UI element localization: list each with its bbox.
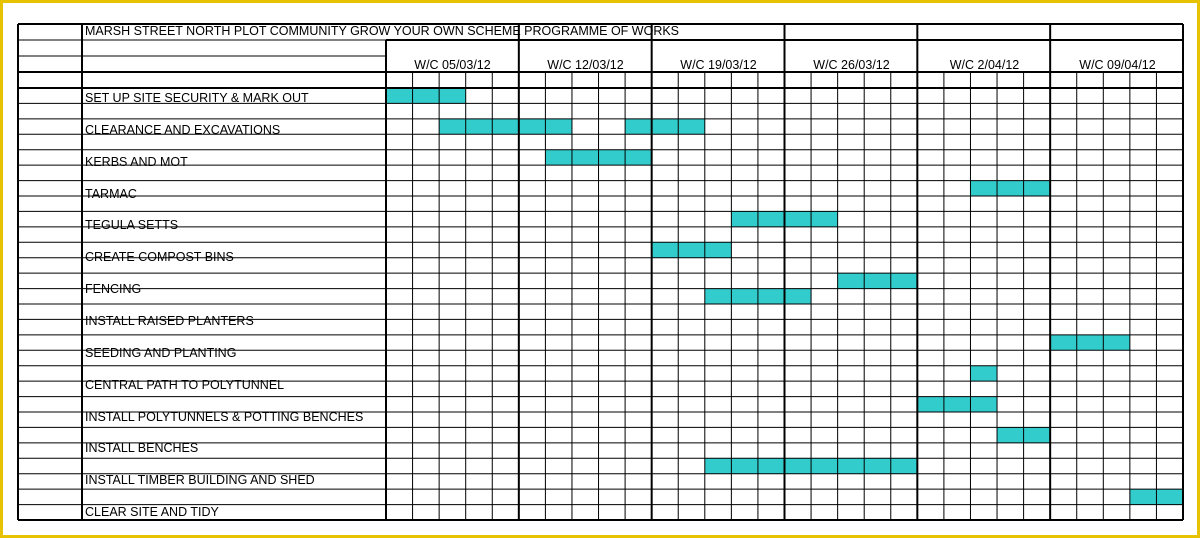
gantt-bar [1129, 489, 1157, 505]
gantt-bar [917, 396, 944, 412]
gantt-bar [997, 427, 1024, 443]
task-label: KERBS AND MOT [85, 155, 188, 169]
gantt-bar [678, 242, 705, 258]
gantt-bar [492, 118, 519, 135]
gantt-bar [651, 242, 679, 258]
gantt-bar [943, 396, 971, 412]
gantt-bar [731, 211, 758, 227]
gantt-bar [731, 288, 758, 304]
gantt-bar [837, 458, 865, 474]
gantt-bar [651, 118, 679, 135]
gantt-bar [1076, 334, 1104, 351]
task-label: INSTALL BENCHES [85, 441, 199, 455]
gantt-bar [545, 118, 572, 135]
task-label: FENCING [85, 282, 142, 296]
task-label: CENTRAL PATH TO POLYTUNNEL [85, 378, 285, 392]
gantt-bar [811, 458, 838, 474]
gantt-bar [1103, 334, 1130, 351]
gantt-bar [890, 458, 918, 474]
week-header-3: W/C 19/03/12 [680, 58, 757, 72]
gantt-bar [757, 288, 785, 304]
gantt-bar [784, 288, 812, 304]
gantt-bar [1023, 427, 1051, 443]
gantt-bar [997, 180, 1024, 196]
gantt-bar [1023, 180, 1051, 196]
gantt-bar [1156, 489, 1183, 505]
gantt-bar [465, 118, 493, 135]
week-header-5: W/C 2/04/12 [949, 58, 1020, 72]
week-header-6: W/C 09/04/12 [1079, 58, 1156, 72]
gantt-bar [412, 88, 440, 104]
gantt-bar [704, 288, 732, 304]
gantt-bar [731, 458, 758, 474]
week-header-4: W/C 26/03/12 [813, 58, 890, 72]
gantt-bar [598, 149, 626, 166]
gantt-bar [439, 118, 466, 135]
task-label: SET UP SITE SECURITY & MARK OUT [85, 91, 309, 105]
task-label: SEEDING AND PLANTING [85, 346, 237, 360]
gantt-bar [625, 149, 652, 166]
gantt-bar [890, 273, 918, 289]
week-header-1: W/C 05/03/12 [414, 58, 491, 72]
gantt-bar [545, 149, 572, 166]
gantt-bar [704, 458, 732, 474]
task-label: INSTALL TIMBER BUILDING AND SHED [85, 473, 315, 487]
gantt-bar [1050, 334, 1077, 351]
gantt-bar [757, 458, 785, 474]
task-label: CREATE COMPOST BINS [85, 250, 234, 264]
task-label: CLEAR SITE AND TIDY [85, 505, 219, 519]
task-label: CLEARANCE AND EXCAVATIONS [85, 123, 281, 137]
task-label: INSTALL POLYTUNNELS & POTTING BENCHES [85, 410, 364, 424]
gantt-bar [704, 242, 732, 258]
gantt-bar [970, 365, 998, 382]
gantt-bar [864, 273, 891, 289]
gantt-bar [970, 180, 998, 196]
gantt-bar [784, 211, 812, 227]
page-title: MARSH STREET NORTH PLOT COMMUNITY GROW Y… [85, 24, 680, 38]
gantt-bar [864, 458, 891, 474]
gantt-bar [518, 118, 546, 135]
week-header-2: W/C 12/03/12 [547, 58, 624, 72]
gantt-bar [811, 211, 838, 227]
task-label: INSTALL RAISED PLANTERS [85, 314, 254, 328]
task-label: TEGULA SETTS [85, 218, 179, 232]
gantt-bar [757, 211, 785, 227]
task-label: TARMAC [85, 187, 137, 201]
gantt-bar [571, 149, 599, 166]
gantt-bar [837, 273, 865, 289]
gantt-bar [386, 88, 413, 104]
gantt-bar [970, 396, 998, 412]
gantt-bar [439, 88, 466, 104]
gantt-bar [784, 458, 812, 474]
gantt-bar [625, 118, 652, 135]
gantt-bar [678, 118, 705, 135]
